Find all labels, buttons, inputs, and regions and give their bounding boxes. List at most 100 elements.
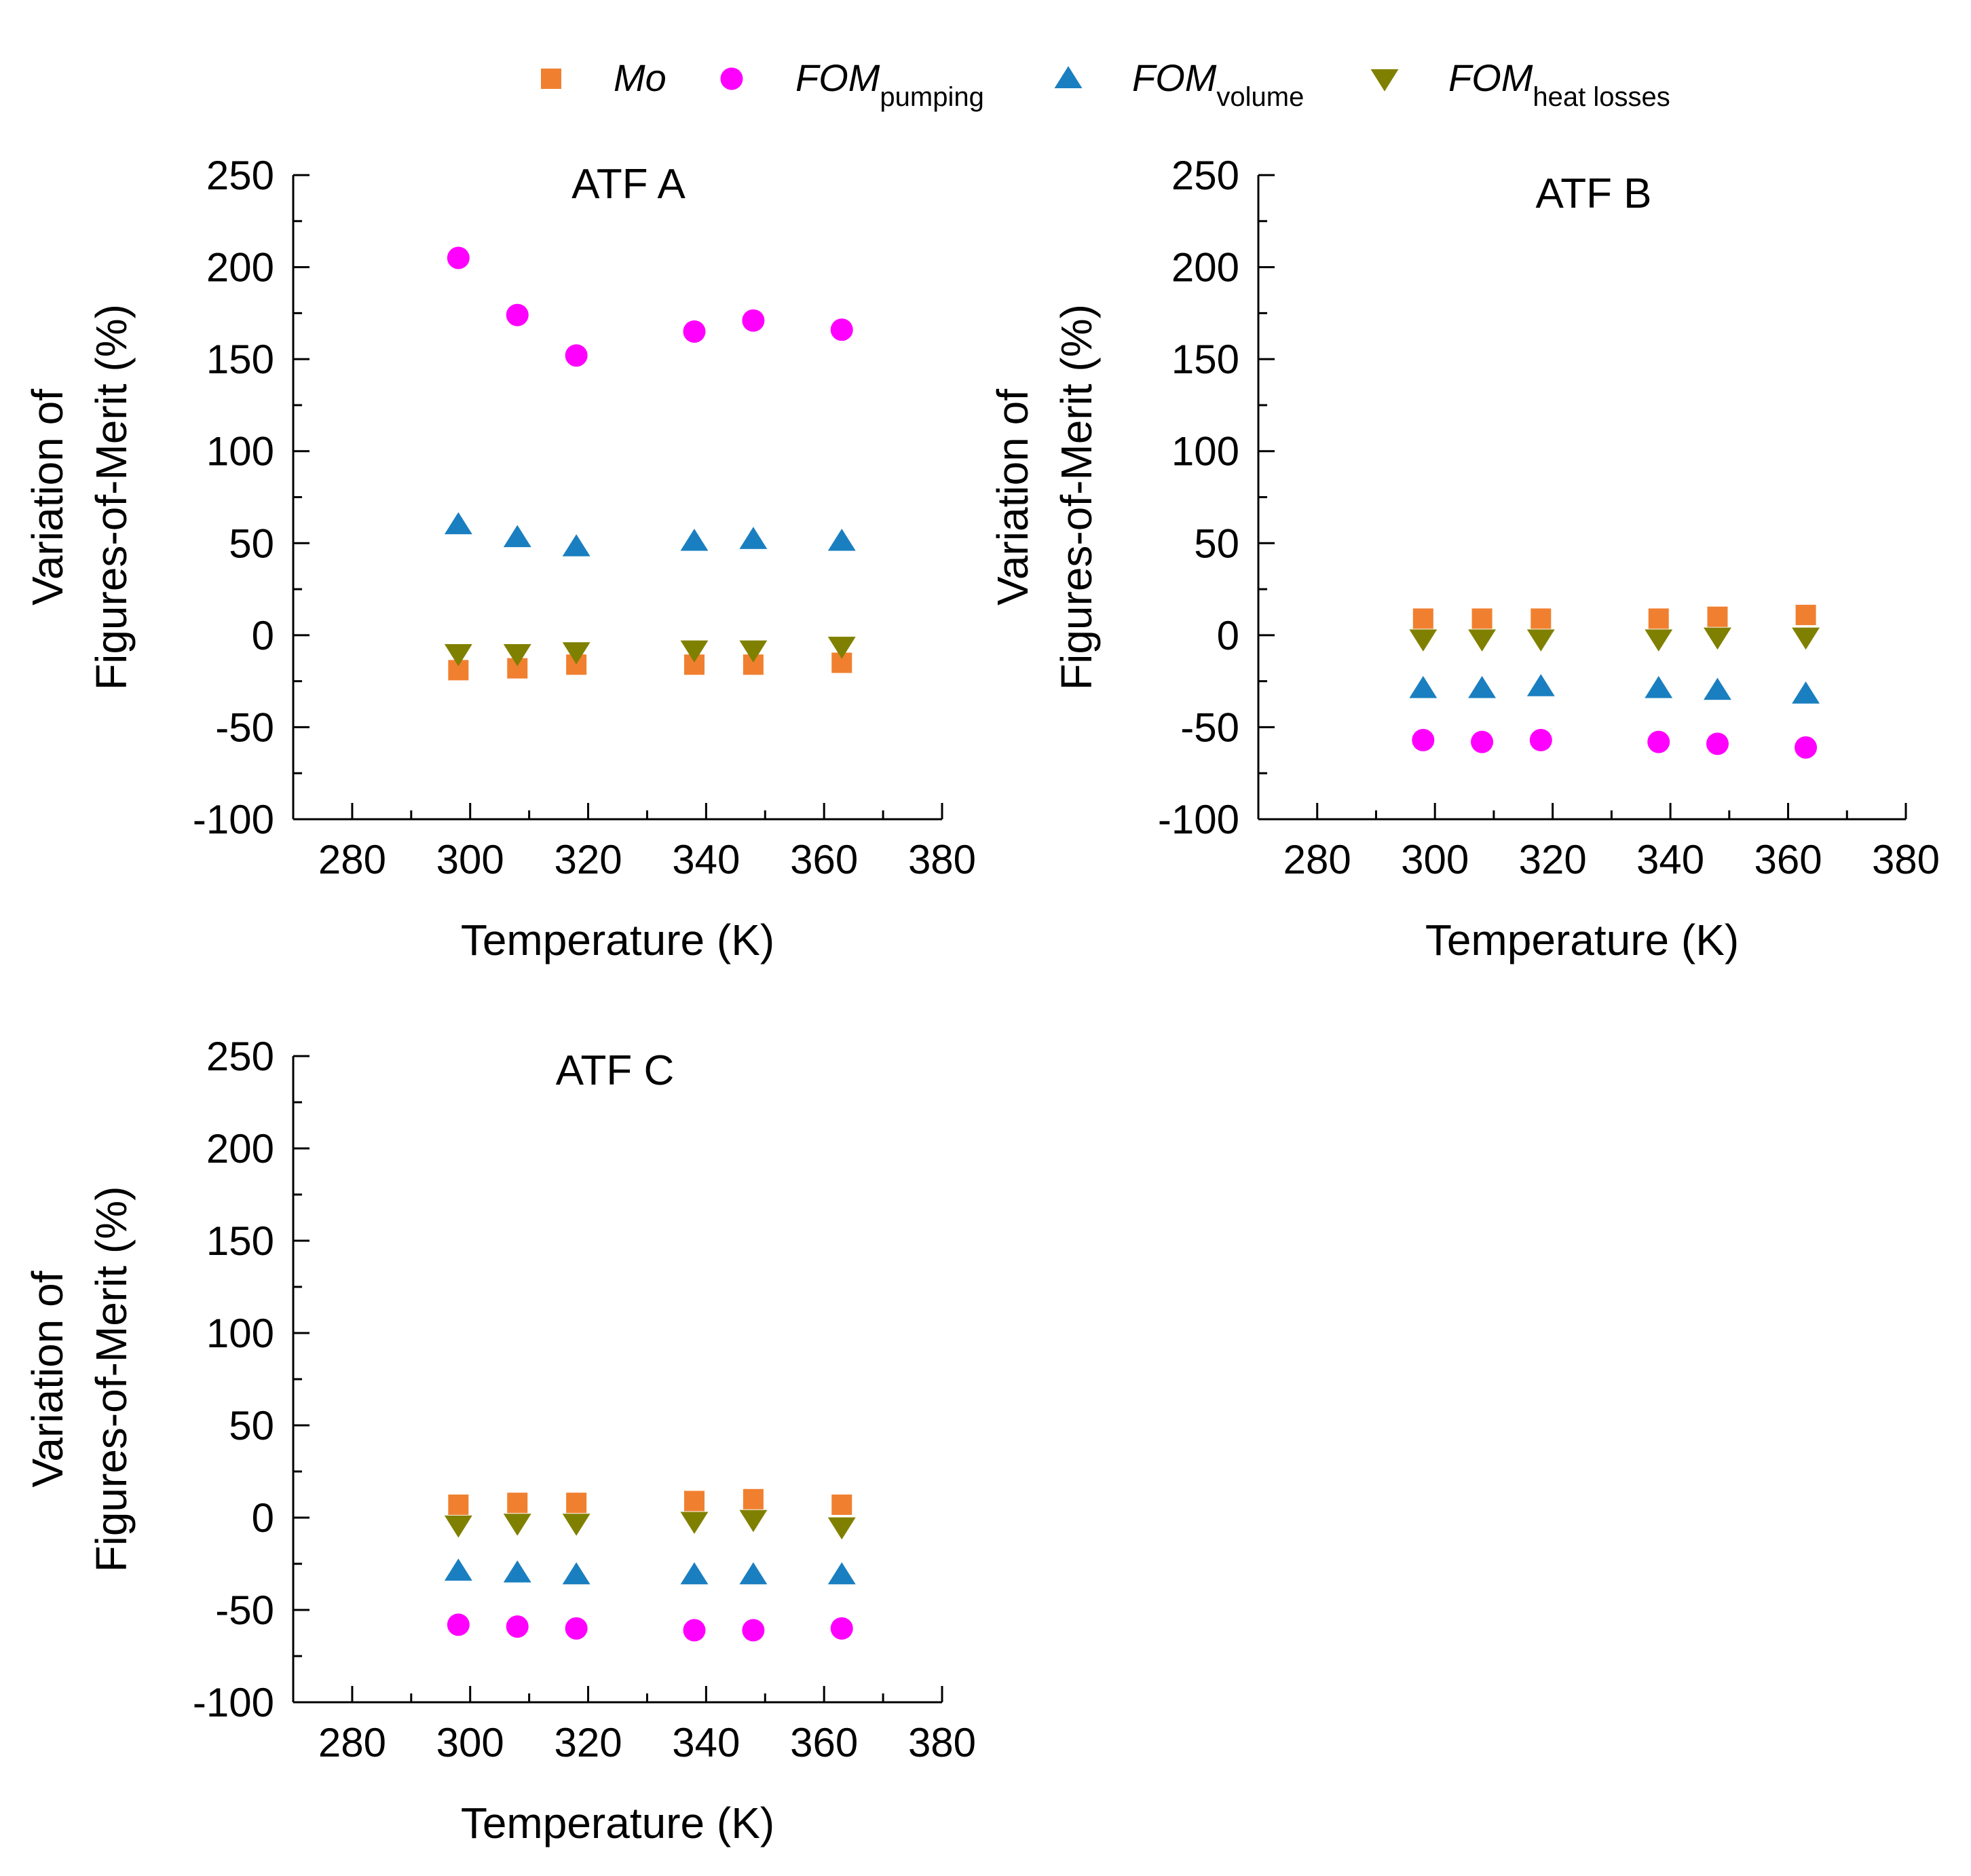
y-axis-label-line-2: Figures-of-Merit (%) bbox=[87, 1186, 136, 1573]
point-fom-pumping-318 bbox=[565, 344, 588, 367]
point-fom-pumping-348 bbox=[742, 309, 765, 332]
legend-entry-volume: FOMvolume bbox=[1054, 56, 1304, 112]
point-fom-heat-losses-363 bbox=[827, 1517, 856, 1540]
legend-marker-volume bbox=[1054, 66, 1083, 88]
panel-title: ATF C bbox=[556, 1047, 675, 1094]
x-tick-label-280: 280 bbox=[318, 1720, 386, 1765]
y-axis-label-line-1: Variation of bbox=[23, 1271, 72, 1487]
point-fom-heat-losses-318 bbox=[562, 1514, 590, 1536]
legend-entry-mo: Mo bbox=[541, 56, 667, 99]
point-mo-318 bbox=[1531, 608, 1552, 629]
axes: -100 -50 0 50 100 150 200 250 280 300 320 340 360 380 bbox=[193, 1034, 976, 1765]
point-fom-volume-348 bbox=[739, 527, 768, 549]
y-tick-label-150: 150 bbox=[206, 337, 274, 382]
point-fom-pumping-338 bbox=[683, 1619, 706, 1642]
x-tick-label-360: 360 bbox=[1754, 837, 1822, 882]
x-tick-label-380: 380 bbox=[908, 837, 976, 882]
point-fom-volume-348 bbox=[739, 1562, 768, 1585]
x-tick-label-320: 320 bbox=[554, 1720, 622, 1765]
legend-subscript-pumping: pumping bbox=[880, 82, 983, 112]
y-tick-label-50: -50 bbox=[215, 1588, 274, 1633]
legend-entry-pumping: FOMpumping bbox=[720, 56, 984, 112]
point-fom-pumping-338 bbox=[683, 320, 706, 343]
y-tick-label-50: 50 bbox=[229, 1403, 274, 1448]
y-axis-label-line-1: Variation of bbox=[23, 389, 72, 605]
point-fom-heat-losses-298 bbox=[444, 1515, 472, 1538]
y-tick-label-100: -100 bbox=[1158, 797, 1239, 842]
point-mo-363 bbox=[1795, 605, 1816, 626]
point-fom-heat-losses-298 bbox=[1409, 629, 1438, 652]
axes: -100 -50 0 50 100 150 200 250 280 300 320 340 360 380 bbox=[1158, 153, 1940, 882]
point-fom-volume-348 bbox=[1704, 677, 1731, 700]
point-fom-heat-losses-363 bbox=[827, 637, 856, 659]
y-tick-label-0: 0 bbox=[252, 1495, 274, 1541]
series-fom-pumping bbox=[447, 1613, 853, 1642]
series-fom-volume bbox=[444, 512, 856, 557]
point-fom-pumping-308 bbox=[506, 1615, 529, 1638]
point-fom-volume-338 bbox=[680, 528, 709, 551]
point-fom-heat-losses-318 bbox=[1526, 629, 1555, 652]
point-fom-volume-298 bbox=[444, 512, 472, 535]
legend-subscript-volume: volume bbox=[1216, 82, 1304, 112]
y-tick-label-200: 200 bbox=[206, 1126, 274, 1171]
point-fom-volume-363 bbox=[1792, 681, 1820, 704]
x-axis-label: Temperature (K) bbox=[1425, 916, 1739, 964]
point-mo-308 bbox=[1471, 608, 1493, 629]
point-mo-298 bbox=[1412, 608, 1433, 629]
y-tick-label-200: 200 bbox=[206, 245, 274, 290]
y-tick-label-100: -100 bbox=[193, 797, 274, 842]
point-mo-318 bbox=[566, 1493, 587, 1514]
point-fom-volume-338 bbox=[680, 1562, 709, 1585]
y-tick-label-250: 250 bbox=[1171, 153, 1239, 198]
x-tick-label-360: 360 bbox=[790, 1720, 858, 1765]
point-mo-338 bbox=[1648, 608, 1669, 629]
axes: -100 -50 0 50 100 150 200 250 280 300 320 340 360 380 bbox=[193, 153, 976, 882]
point-fom-volume-338 bbox=[1645, 675, 1673, 698]
point-fom-volume-363 bbox=[827, 1562, 856, 1585]
panel-atf-a: -100 -50 0 50 100 150 200 250 280 300 320 340 360 380… bbox=[23, 153, 976, 964]
point-fom-heat-losses-348 bbox=[1704, 627, 1731, 650]
y-tick-label-0: 0 bbox=[1217, 613, 1239, 658]
point-fom-pumping-318 bbox=[565, 1617, 588, 1640]
y-tick-label-200: 200 bbox=[1171, 245, 1239, 290]
point-fom-heat-losses-318 bbox=[562, 642, 590, 664]
point-fom-pumping-298 bbox=[1412, 728, 1435, 751]
point-fom-volume-298 bbox=[1409, 675, 1438, 698]
point-fom-pumping-363 bbox=[1795, 736, 1818, 759]
panel-atf-c: -100 -50 0 50 100 150 200 250 280 300 320 340 360 380… bbox=[23, 1034, 976, 1847]
y-axis-label-line-2: Figures-of-Merit (%) bbox=[1052, 304, 1101, 690]
x-tick-label-300: 300 bbox=[1401, 837, 1469, 882]
point-fom-volume-298 bbox=[444, 1558, 472, 1581]
x-tick-label-320: 320 bbox=[1519, 837, 1587, 882]
point-fom-heat-losses-308 bbox=[503, 644, 531, 667]
point-fom-volume-363 bbox=[827, 528, 856, 551]
point-fom-pumping-298 bbox=[447, 1613, 470, 1636]
y-axis-label: Variation of Figures-of-Merit (%) bbox=[23, 1186, 136, 1573]
y-tick-label-0: 0 bbox=[252, 613, 274, 658]
legend-label-volume: FOMvolume bbox=[1132, 56, 1304, 112]
point-fom-pumping-298 bbox=[447, 246, 470, 269]
panel-title: ATF A bbox=[571, 161, 686, 208]
legend: Mo FOMpumping FOMvolume FOMheat losses bbox=[541, 56, 1670, 112]
y-tick-label-100: -100 bbox=[193, 1680, 274, 1725]
point-fom-heat-losses-348 bbox=[739, 640, 768, 663]
legend-entry-heat: FOMheat losses bbox=[1370, 56, 1670, 112]
point-fom-heat-losses-338 bbox=[680, 1512, 709, 1535]
y-tick-label-150: 150 bbox=[1171, 337, 1239, 382]
series-fom-heat-losses bbox=[444, 1509, 856, 1540]
series-fom-pumping bbox=[447, 246, 853, 367]
point-fom-volume-318 bbox=[1526, 674, 1555, 696]
x-tick-label-320: 320 bbox=[554, 837, 622, 882]
point-fom-volume-308 bbox=[503, 525, 531, 548]
y-tick-label-50: 50 bbox=[229, 521, 274, 566]
y-axis-label: Variation of Figures-of-Merit (%) bbox=[23, 304, 136, 690]
y-tick-label-250: 250 bbox=[206, 153, 274, 198]
point-mo-348 bbox=[1707, 606, 1728, 627]
series-fom-heat-losses bbox=[444, 637, 856, 667]
point-fom-volume-308 bbox=[1468, 675, 1497, 698]
series-fom-volume bbox=[444, 1558, 856, 1585]
y-axis-label-line-2: Figures-of-Merit (%) bbox=[87, 304, 136, 690]
y-tick-label-100: 100 bbox=[206, 1311, 274, 1356]
panel-atf-b: -100 -50 0 50 100 150 200 250 280 300 320 340 360 380… bbox=[988, 153, 1940, 964]
